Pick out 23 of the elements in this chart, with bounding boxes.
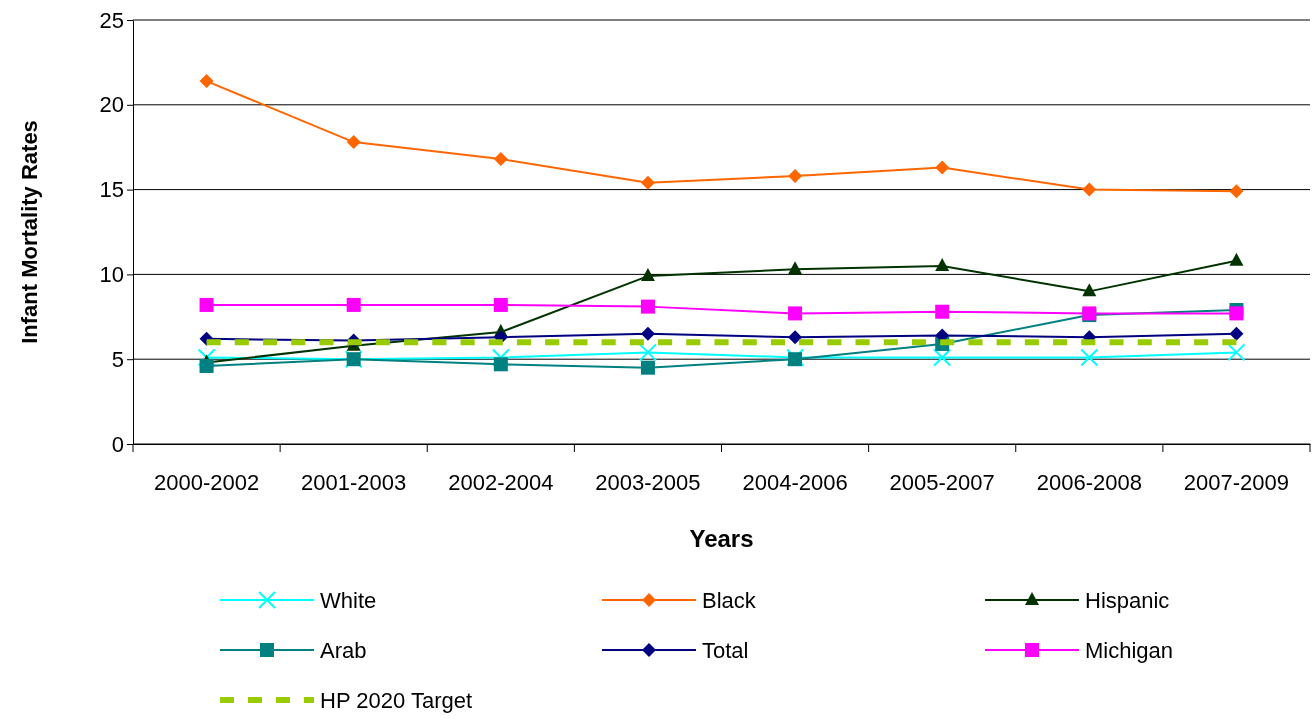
y-tick-label: 15 [99,177,124,203]
x-tick-label: 2007-2009 [1183,469,1290,495]
x-tick-label: 2000-2002 [153,469,260,495]
legend-label: Total [702,638,749,663]
y-tick-label: 20 [99,92,124,118]
legend-label: Hispanic [1085,588,1170,613]
legend-label: Michigan [1085,638,1174,663]
x-tick-label: 2006-2008 [1036,469,1142,495]
x-tick-label: 2001-2003 [301,469,407,495]
legend-label: White [320,588,377,613]
legend-label: HP 2020 Target [320,688,473,713]
y-tick-label: 5 [111,346,124,372]
x-tick-label: 2004-2006 [742,469,848,495]
y-tick-label: 10 [99,261,124,287]
x-tick-label: 2003-2005 [595,469,701,495]
y-tick-label: 0 [111,431,124,457]
y-tick-label: 25 [99,7,124,33]
x-tick-label: 2002-2004 [448,469,554,495]
x-tick-label: 2005-2007 [889,469,995,495]
x-axis-title: Years [689,525,754,552]
y-axis-title: Infant Mortality Rates [17,120,42,344]
legend-label: Arab [320,638,367,663]
legend-label: Black [702,588,757,613]
